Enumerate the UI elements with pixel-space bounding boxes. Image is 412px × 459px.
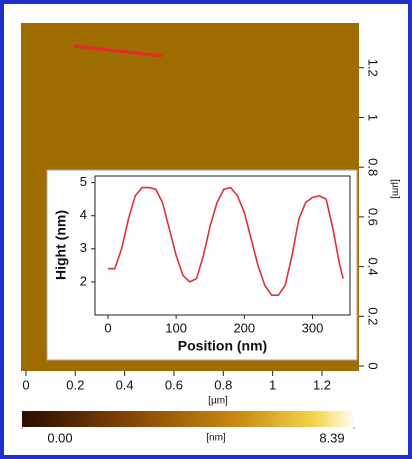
y-tick-label: 1.2 [366,59,381,77]
y-tick-label: 1 [366,114,381,121]
x-tick-label: 0 [22,377,29,392]
x-tick-label: 0 [104,320,111,335]
y-tick-label: 0.4 [366,258,381,276]
y-tick-label: 0.6 [366,208,381,226]
y-tick-label: 0.8 [366,158,381,176]
y-tick-label: 4 [80,207,87,222]
y-tick-label: 5 [80,174,87,189]
y-tick-label: 0 [366,362,381,369]
x-tick-label: 0.6 [165,377,183,392]
chart: 0 0.2 0.4 0.6 0.8 1 1.2 [µm] 0 0.2 0.4 0.6 0.8 1 1.2 [µ… [4,4,408,455]
colorbar-label: [nm] [206,433,226,444]
x-tick-label: 1.2 [313,377,331,392]
y-axis-label: Hight (nm) [53,210,69,280]
x-tick-label: 0.4 [116,377,134,392]
x-tick-label: 1 [269,377,276,392]
y-tick-label: 3 [80,240,87,255]
colorbar-tick-label: 8.39 [319,430,344,445]
x-tick-label: 200 [233,320,255,335]
x-axis-label: Position (nm) [178,338,267,354]
y-tick-label: 2 [80,273,87,288]
x-tick-label: 0.8 [214,377,232,392]
colorbar [22,411,354,427]
x-tick-label: 300 [302,320,324,335]
y-axis-label: [µm] [389,179,400,199]
x-tick-label: 0.2 [66,377,84,392]
x-tick-label: 100 [165,320,187,335]
colorbar-tick-label: 0.00 [47,430,72,445]
x-axis-label: [µm] [208,396,228,407]
figure: 0 0.2 0.4 0.6 0.8 1 1.2 [µm] 0 0.2 0.4 0.6 0.8 1 1.2 [µ… [0,0,412,459]
y-tick-label: 0.2 [366,307,381,325]
